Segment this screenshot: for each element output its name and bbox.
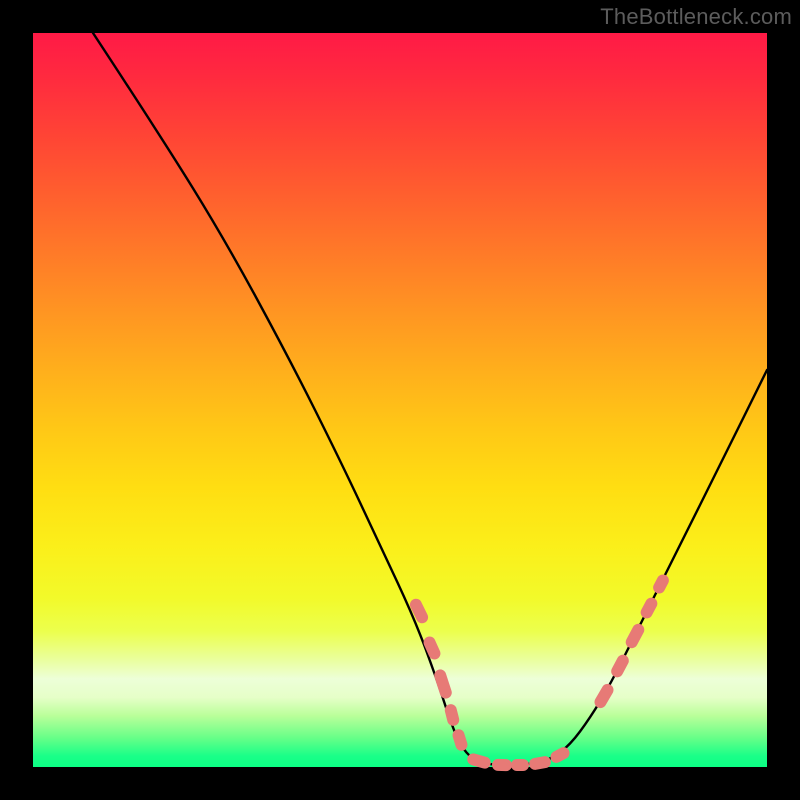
bottleneck-chart — [0, 0, 800, 800]
pill-6 — [492, 759, 512, 772]
chart-stage: TheBottleneck.com — [0, 0, 800, 800]
plot-background — [33, 33, 767, 767]
pill-7 — [511, 759, 529, 771]
watermark-text: TheBottleneck.com — [600, 4, 792, 30]
